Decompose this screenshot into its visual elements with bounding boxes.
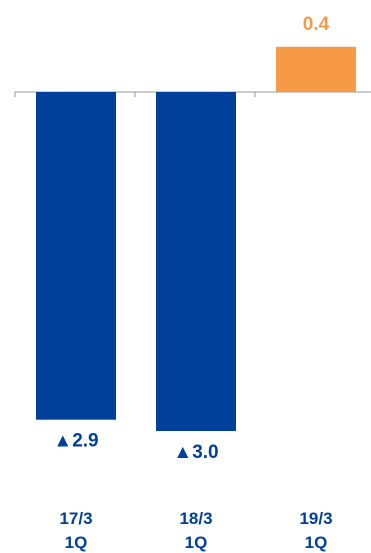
bar-value-label: 0.4: [303, 14, 330, 35]
bar-value-label: ▲2.9: [53, 431, 98, 452]
bar-17-3-1Q: [36, 92, 116, 420]
x-tick-label-line: 19/3: [299, 509, 332, 528]
category-labels: 17/3 1Q 18/3 1Q 19/3 1Q: [59, 509, 332, 552]
x-tick-label-line: 1Q: [65, 533, 88, 552]
bar-18-3-1Q: [156, 92, 236, 431]
bar-19-3-1Q: [276, 46, 356, 92]
bar-value-label: ▲3.0: [173, 442, 218, 463]
bars: [36, 46, 356, 431]
x-axis-ticks: [14, 92, 256, 97]
x-tick-label-line: 1Q: [185, 533, 208, 552]
x-tick-label-line: 1Q: [305, 533, 328, 552]
x-tick-label: 17/3 1Q: [59, 509, 92, 552]
x-tick-label-line: 17/3: [59, 509, 92, 528]
data-labels: ▲2.9 ▲3.0 0.4: [53, 14, 329, 463]
x-tick-label-line: 18/3: [179, 509, 212, 528]
x-tick-label: 19/3 1Q: [299, 509, 332, 552]
x-tick-label: 18/3 1Q: [179, 509, 212, 552]
